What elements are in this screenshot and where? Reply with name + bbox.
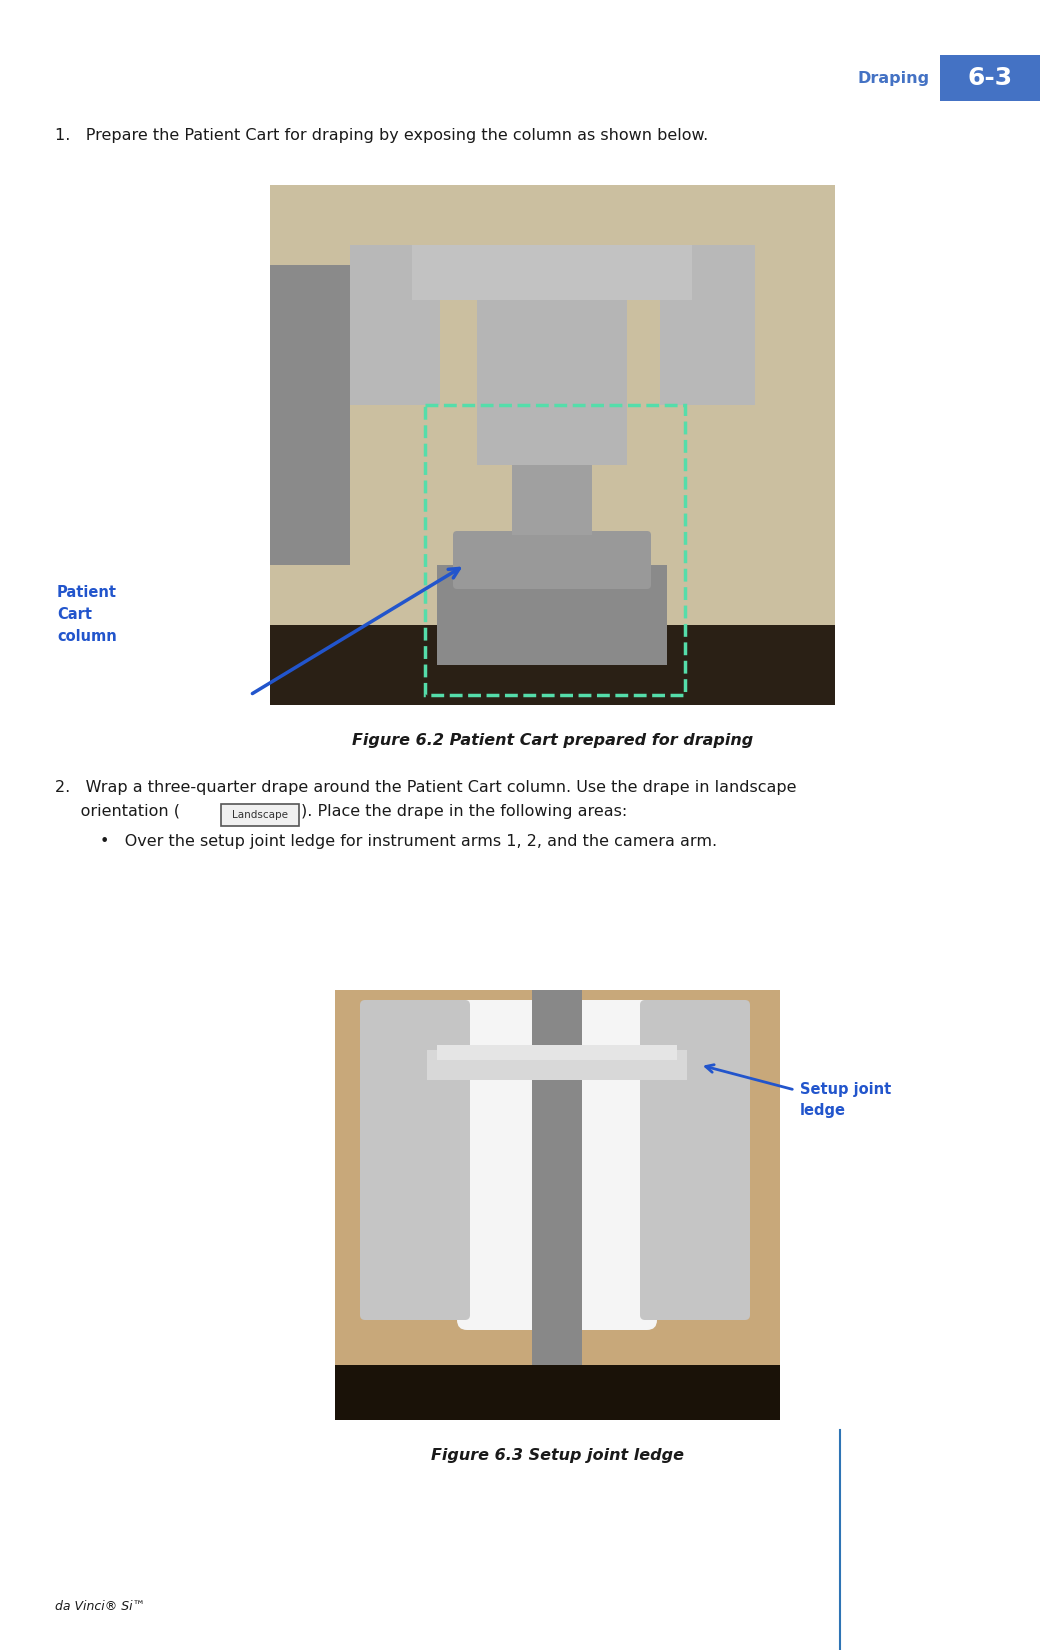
Text: 2.   Wrap a three-quarter drape around the Patient Cart column. Use the drape in: 2. Wrap a three-quarter drape around the… [55, 780, 797, 795]
FancyBboxPatch shape [437, 1044, 677, 1059]
Text: Setup joint
ledge: Setup joint ledge [800, 1082, 891, 1119]
FancyBboxPatch shape [270, 625, 835, 705]
Text: 1.   Prepare the Patient Cart for draping by exposing the column as shown below.: 1. Prepare the Patient Cart for draping … [55, 129, 708, 144]
FancyBboxPatch shape [660, 244, 755, 404]
FancyBboxPatch shape [222, 804, 300, 827]
Text: Figure 6.3 Setup joint ledge: Figure 6.3 Setup joint ledge [431, 1449, 684, 1464]
FancyBboxPatch shape [335, 1365, 780, 1421]
Text: Draping: Draping [858, 71, 930, 86]
FancyBboxPatch shape [412, 244, 692, 300]
Text: Figure 6.2 Patient Cart prepared for draping: Figure 6.2 Patient Cart prepared for dra… [352, 733, 753, 747]
FancyBboxPatch shape [940, 54, 1040, 101]
FancyBboxPatch shape [453, 531, 651, 589]
FancyBboxPatch shape [270, 266, 350, 564]
FancyBboxPatch shape [427, 1049, 687, 1081]
FancyBboxPatch shape [477, 285, 627, 465]
FancyBboxPatch shape [270, 185, 835, 705]
FancyBboxPatch shape [335, 990, 780, 1421]
Text: •   Over the setup joint ledge for instrument arms 1, 2, and the camera arm.: • Over the setup joint ledge for instrum… [100, 833, 718, 850]
FancyBboxPatch shape [437, 564, 667, 665]
Text: ). Place the drape in the following areas:: ). Place the drape in the following area… [301, 804, 627, 818]
FancyBboxPatch shape [457, 1000, 657, 1330]
Text: 6-3: 6-3 [967, 66, 1013, 91]
FancyBboxPatch shape [640, 1000, 750, 1320]
FancyBboxPatch shape [360, 1000, 470, 1320]
Text: Patient
Cart
column: Patient Cart column [57, 586, 116, 645]
Text: orientation (: orientation ( [55, 804, 180, 818]
FancyBboxPatch shape [532, 990, 582, 1365]
FancyBboxPatch shape [512, 384, 592, 535]
FancyBboxPatch shape [350, 244, 440, 404]
Text: da Vinci® Si™: da Vinci® Si™ [55, 1600, 146, 1614]
Text: Landscape: Landscape [232, 810, 288, 820]
